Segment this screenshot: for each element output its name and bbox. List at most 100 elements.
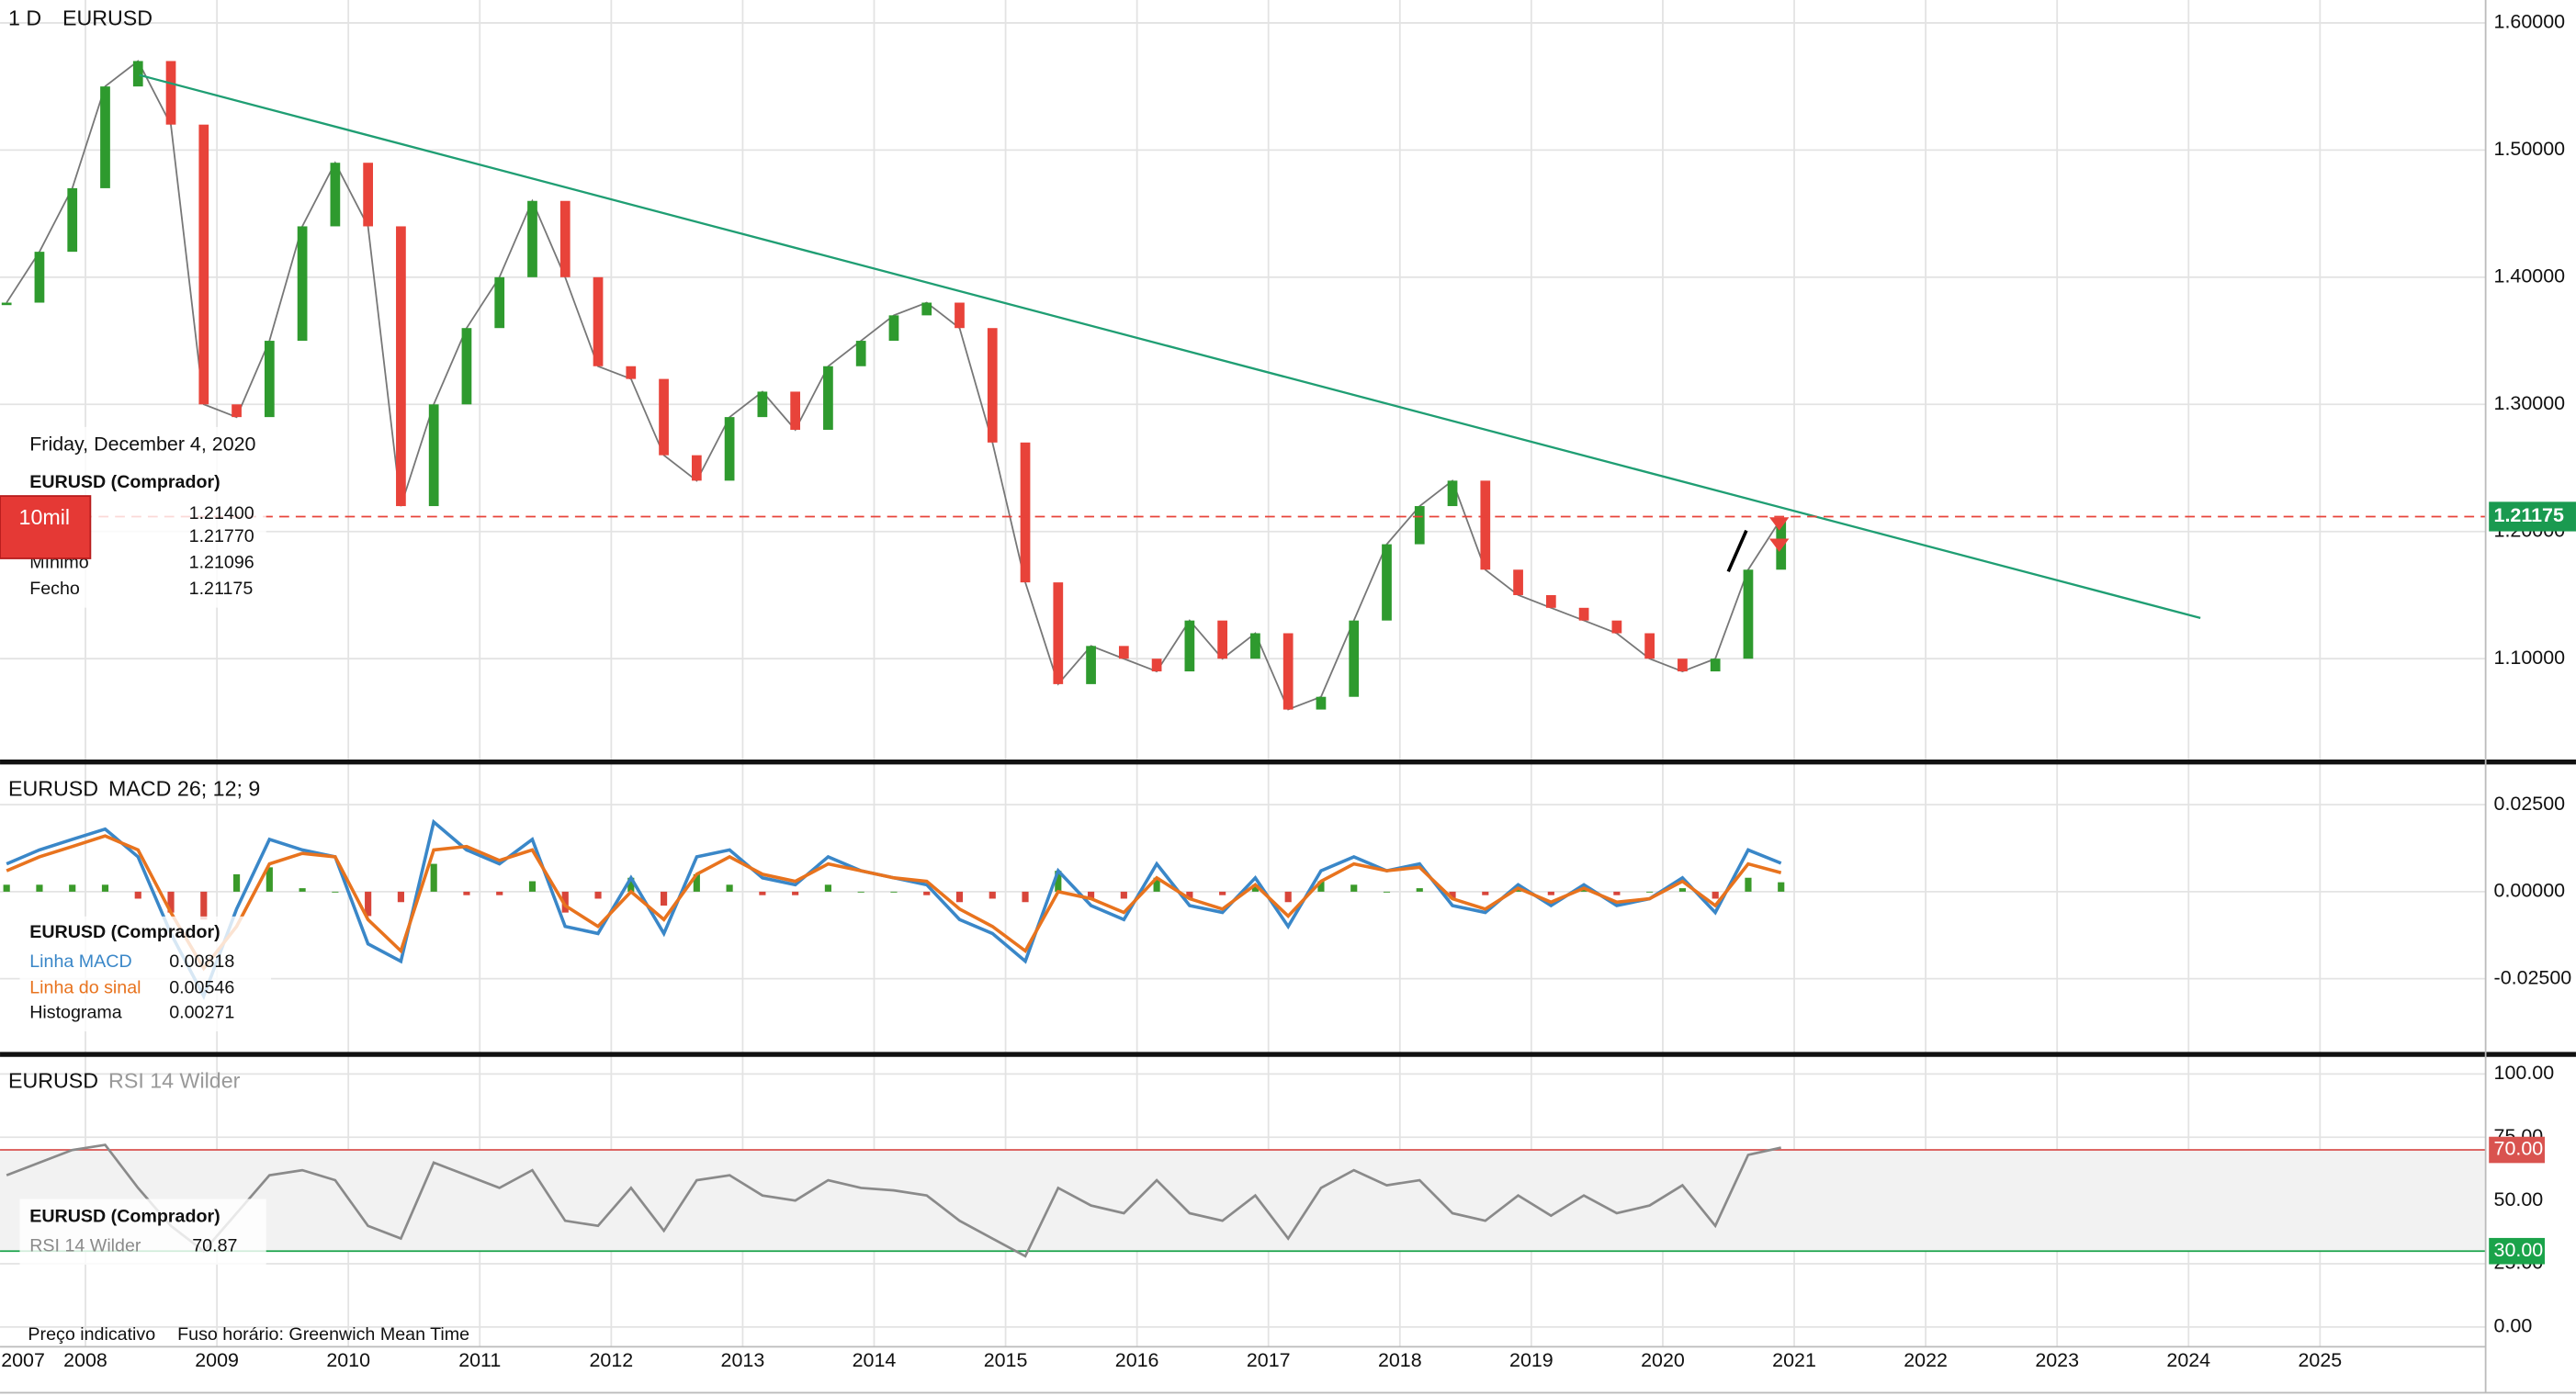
histogram-bar [1022,891,1029,903]
last-price-label: 1.21175 [2494,504,2564,526]
x-tick-label: 2009 [195,1349,239,1371]
histogram-bar [365,891,372,917]
x-tick-label: 2025 [2298,1349,2342,1371]
candle [559,200,571,277]
footer-note: Preço indicativo [28,1324,155,1345]
candle [1,302,12,306]
panel-symbol: EURUSD [8,776,98,800]
legend-value: 0.00271 [169,1003,234,1023]
histogram-bar [1251,884,1259,892]
histogram-bar [1350,884,1358,892]
grid [0,0,2486,1347]
y-tick-label: -0.02500 [2494,966,2572,988]
candle [1611,620,1622,634]
histogram-bar [561,891,569,913]
candle [1316,696,1327,710]
candle [494,276,505,329]
candle [1217,620,1228,659]
x-tick-label: 2022 [1904,1349,1948,1371]
histogram-bar [1712,891,1719,899]
y-tick-label: 0.02500 [2494,793,2566,815]
legend-value: 0.00546 [169,978,234,998]
x-tick-label: 2017 [1247,1349,1291,1371]
y-tick-label: 1.30000 [2494,392,2566,414]
candle [1678,659,1688,672]
histogram-bar [627,877,635,892]
tooltip-value: 1.21400 [189,503,254,524]
legend-title: EURUSD (Comprador) [29,922,220,942]
histogram-bar [134,891,141,899]
histogram-bar [1745,877,1752,892]
level-label: 30.00 [2494,1239,2544,1261]
x-tick-label: 2007 [1,1349,45,1371]
candle [1349,620,1360,697]
x-tick-label: 2012 [589,1349,633,1371]
candle [165,61,176,125]
candle [100,86,110,188]
histogram-bar [857,891,864,893]
candle [790,391,801,430]
x-tick-label: 2019 [1509,1349,1554,1371]
y-tick-label: 1.40000 [2494,265,2566,287]
histogram-bar [200,891,208,920]
x-tick-label: 2015 [984,1349,1028,1371]
candle [1118,646,1129,659]
y-tick-label: 100.00 [2494,1062,2555,1084]
y-tick-label: 0.00 [2494,1315,2533,1337]
candle [330,163,341,227]
x-tick-label: 2023 [2035,1349,2079,1371]
candle [428,404,439,507]
y-tick-label: 0.00000 [2494,880,2566,902]
histogram-bar [759,891,766,895]
histogram-bar [1087,891,1095,899]
candle [659,378,669,456]
level-band [0,1150,2486,1252]
histogram-bar [36,884,43,892]
candle [1513,569,1523,595]
candle [1053,582,1064,684]
candle [1250,633,1260,659]
tooltip-title: EURUSD (Comprador) [29,472,220,492]
histogram-bar [1778,882,1785,892]
legend-value: 0.00818 [169,951,234,972]
last-price-badge [2489,501,2576,532]
data-line [6,1143,1781,1258]
candle [855,341,866,366]
x-tick-label: 2008 [63,1349,107,1371]
y-tick-label: 50.00 [2494,1188,2544,1210]
candle [757,391,768,418]
histogram-bar [792,891,799,895]
legend-name: RSI 14 Wilder [29,1235,141,1255]
candle [1086,646,1096,684]
y-tick-label: 1.10000 [2494,647,2566,669]
trade-button-label[interactable]: 10mil [19,505,71,529]
candle [396,226,406,507]
legend-name: Linha do sinal [29,978,141,998]
candle [1382,544,1392,621]
histogram-bar [496,891,503,895]
trade-button[interactable] [0,495,92,559]
histogram-bar [430,863,437,892]
candle [1545,594,1556,608]
tooltip-value: 1.21770 [189,526,254,546]
histogram-bar [1613,891,1621,895]
histogram-bar [1120,891,1127,899]
histogram-bar [332,891,339,893]
data-line [6,60,1782,711]
histogram-bar [397,891,404,903]
x-tick-label: 2024 [2166,1349,2210,1371]
histogram-bar [989,891,996,899]
histogram-bar [528,881,537,892]
histogram-bar [1547,891,1554,895]
candle [888,315,899,342]
candle [264,341,275,418]
tooltip-value: 1.21096 [189,553,254,573]
footer-timezone: Fuso horário: Greenwich Mean Time [177,1324,469,1345]
panel-indicator: MACD 26; 12; 9 [108,776,260,800]
candle [1184,620,1195,672]
sell-marker [1768,517,1790,531]
histogram-bar [955,891,964,903]
timeframe: 1 D [8,6,41,30]
